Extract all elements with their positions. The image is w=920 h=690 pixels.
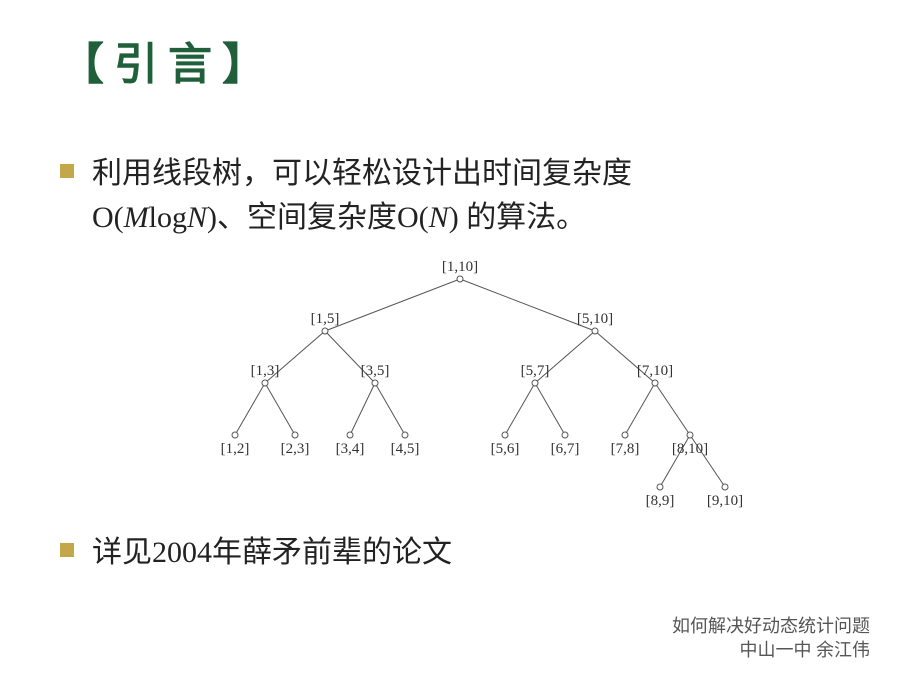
- bullet-text-2: 详见2004年薛矛前辈的论文: [92, 531, 452, 575]
- tree-edge: [325, 279, 460, 331]
- tree-edge: [655, 383, 690, 435]
- tree-node: [687, 432, 693, 438]
- tree-node: [722, 484, 728, 490]
- tree-node: [562, 432, 568, 438]
- big-o: O(: [92, 201, 124, 234]
- bullet-item-1: 利用线段树，可以轻松设计出时间复杂度 O(MlogN)、空间复杂度O(N) 的算…: [60, 152, 860, 239]
- tree-node: [532, 380, 538, 386]
- tree-node-label: [1,3]: [251, 363, 280, 379]
- tree-edge: [375, 383, 405, 435]
- tree-node-label: [1,10]: [442, 259, 478, 275]
- tree-edge: [460, 279, 595, 331]
- log-text: log: [149, 201, 187, 234]
- var-m: M: [124, 201, 149, 234]
- big-o-2: O(: [397, 201, 429, 234]
- tree-node-label: [1,2]: [221, 441, 250, 457]
- tree-diagram-item: [1,10] [1,5] [5,10] [1,3] [3,5] [5,7] [7,10] [1…: [60, 251, 860, 511]
- close-paren-2: ): [449, 201, 467, 234]
- tree-edge: [235, 383, 265, 435]
- tree-node: [322, 328, 328, 334]
- tree-node-label: [3,4]: [336, 441, 365, 457]
- tree-node-label: [4,5]: [391, 441, 420, 457]
- tree-node: [347, 432, 353, 438]
- bullet-square-icon: [60, 543, 74, 557]
- slide-footer: 如何解决好动态统计问题 中山一中 余江伟: [672, 615, 870, 662]
- tree-node: [372, 380, 378, 386]
- bullet-list: 利用线段树，可以轻松设计出时间复杂度 O(MlogN)、空间复杂度O(N) 的算…: [60, 152, 860, 575]
- var-n-2: N: [429, 201, 449, 234]
- slide: 【引言】 利用线段树，可以轻松设计出时间复杂度 O(MlogN)、空间复杂度O(…: [0, 0, 920, 690]
- tree-node: [262, 380, 268, 386]
- tree-node-label: [8,9]: [646, 493, 675, 509]
- tree-node: [652, 380, 658, 386]
- tree-edge: [505, 383, 535, 435]
- segment-tree-svg: [1,10] [1,5] [5,10] [1,3] [3,5] [5,7] [7,10] [1…: [165, 251, 755, 511]
- bullet-item-2: 详见2004年薛矛前辈的论文: [60, 531, 860, 575]
- tree-edge: [625, 383, 655, 435]
- text-segment: 利用线段树，可以轻松设计出时间复杂度: [92, 157, 632, 190]
- tree-node-label: [3,5]: [361, 363, 390, 379]
- tree-node-label: [7,10]: [637, 363, 673, 379]
- bullet-square-icon: [60, 164, 74, 178]
- tree-node-label: [1,5]: [311, 311, 340, 327]
- tree-node-label: [5,10]: [577, 311, 613, 327]
- tree-node: [457, 276, 463, 282]
- footer-line-2: 中山一中 余江伟: [672, 639, 870, 662]
- tree-node: [232, 432, 238, 438]
- close-paren: )、: [207, 201, 247, 234]
- tree-node-label: [7,8]: [611, 441, 640, 457]
- footer-line-1: 如何解决好动态统计问题: [672, 615, 870, 638]
- tree-node: [502, 432, 508, 438]
- tree-node-label: [5,7]: [521, 363, 550, 379]
- tree-node-label: [6,7]: [551, 441, 580, 457]
- tree-node: [402, 432, 408, 438]
- var-n: N: [187, 201, 207, 234]
- segment-tree-diagram: [1,10] [1,5] [5,10] [1,3] [3,5] [5,7] [7,10] [1…: [60, 251, 860, 511]
- tree-node: [292, 432, 298, 438]
- tree-node: [622, 432, 628, 438]
- text-segment: 空间复杂度: [247, 201, 397, 234]
- tree-edge: [350, 383, 375, 435]
- tree-edge: [265, 383, 295, 435]
- tree-node: [657, 484, 663, 490]
- tree-node-label: [9,10]: [707, 493, 743, 509]
- bullet-text-1: 利用线段树，可以轻松设计出时间复杂度 O(MlogN)、空间复杂度O(N) 的算…: [92, 152, 632, 239]
- tree-node-label: [8,10]: [672, 441, 708, 457]
- tree-node: [592, 328, 598, 334]
- tree-edge: [535, 383, 565, 435]
- text-segment: 的算法。: [466, 201, 586, 234]
- slide-title: 【引言】: [60, 28, 860, 92]
- tree-node-label: [5,6]: [491, 441, 520, 457]
- tree-node-label: [2,3]: [281, 441, 310, 457]
